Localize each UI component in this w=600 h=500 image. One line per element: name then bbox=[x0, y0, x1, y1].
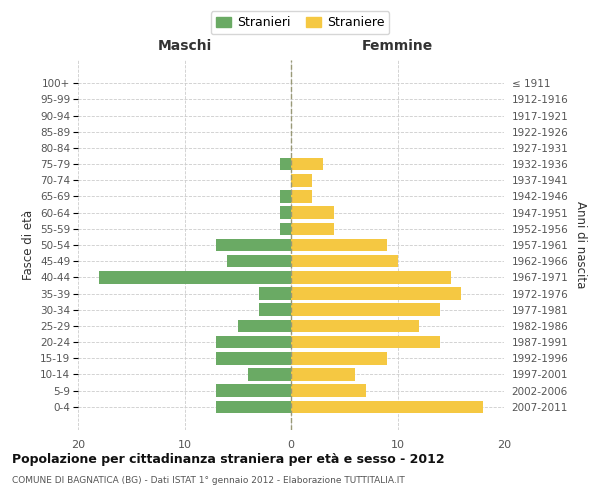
Bar bbox=[238, 320, 291, 332]
Bar bbox=[291, 287, 461, 300]
Bar bbox=[280, 158, 291, 170]
Bar bbox=[280, 190, 291, 203]
Bar bbox=[291, 222, 334, 235]
Text: Femmine: Femmine bbox=[362, 38, 433, 52]
Bar bbox=[291, 320, 419, 332]
Bar bbox=[217, 238, 291, 252]
Bar bbox=[217, 352, 291, 364]
Bar bbox=[259, 304, 291, 316]
Bar bbox=[291, 304, 440, 316]
Bar bbox=[217, 400, 291, 413]
Bar bbox=[280, 206, 291, 219]
Text: Popolazione per cittadinanza straniera per età e sesso - 2012: Popolazione per cittadinanza straniera p… bbox=[12, 452, 445, 466]
Bar bbox=[291, 190, 313, 203]
Bar bbox=[99, 271, 291, 283]
Bar bbox=[291, 206, 334, 219]
Text: Maschi: Maschi bbox=[157, 38, 212, 52]
Bar bbox=[227, 255, 291, 268]
Bar bbox=[217, 336, 291, 348]
Y-axis label: Fasce di età: Fasce di età bbox=[22, 210, 35, 280]
Legend: Stranieri, Straniere: Stranieri, Straniere bbox=[211, 11, 389, 34]
Bar bbox=[217, 384, 291, 397]
Bar bbox=[291, 174, 313, 186]
Y-axis label: Anni di nascita: Anni di nascita bbox=[574, 202, 587, 288]
Text: COMUNE DI BAGNATICA (BG) - Dati ISTAT 1° gennaio 2012 - Elaborazione TUTTITALIA.: COMUNE DI BAGNATICA (BG) - Dati ISTAT 1°… bbox=[12, 476, 405, 485]
Bar bbox=[248, 368, 291, 381]
Bar bbox=[291, 255, 398, 268]
Bar bbox=[259, 287, 291, 300]
Bar bbox=[280, 222, 291, 235]
Bar bbox=[291, 368, 355, 381]
Bar bbox=[291, 400, 483, 413]
Bar bbox=[291, 352, 387, 364]
Bar bbox=[291, 158, 323, 170]
Bar bbox=[291, 238, 387, 252]
Bar bbox=[291, 336, 440, 348]
Bar bbox=[291, 271, 451, 283]
Bar bbox=[291, 384, 365, 397]
